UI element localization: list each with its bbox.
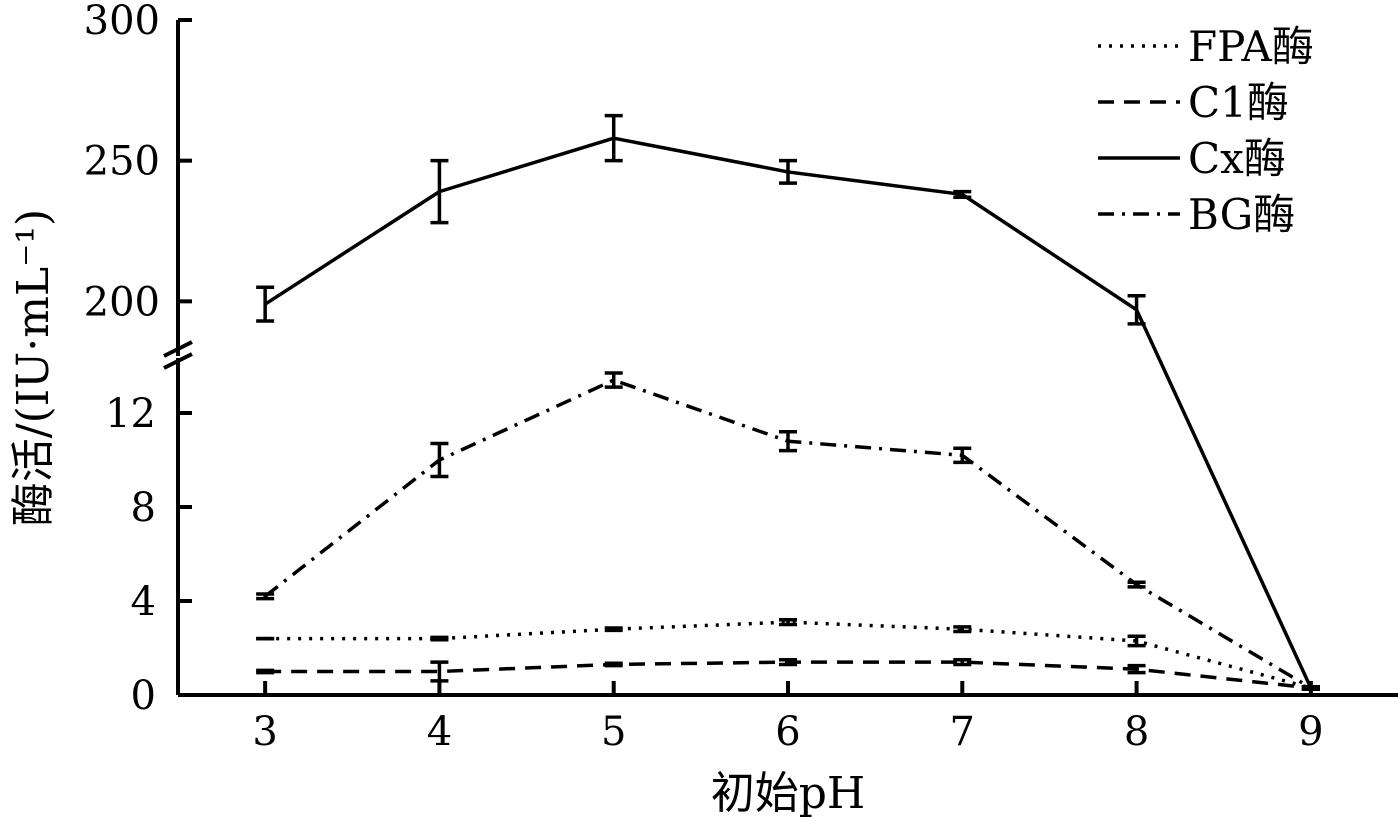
legend-label: BG酶 [1188,190,1295,239]
legend-label: C1酶 [1188,78,1289,127]
y-tick-label: 300 [84,0,160,44]
data-series [256,113,1320,691]
legend-label: Cx酶 [1188,134,1286,183]
y-tick-label: 8 [131,485,156,531]
series-line [264,378,1312,690]
legend-item: BG酶 [1098,190,1295,239]
y-axis-title: 酶活/(IU·mL⁻¹) [8,209,59,526]
x-tick-label: 3 [252,709,277,755]
y-tick-label: 12 [105,391,156,437]
legend-item: Cx酶 [1098,134,1286,183]
legend-label: FPA酶 [1188,22,1314,71]
series-dashed [256,658,1320,691]
y-tick-label: 4 [131,579,156,625]
tick-labels: 0 4 8 12 200 250 300 3 4 5 6 7 8 9 [84,0,1324,755]
x-tick-label: 9 [1298,709,1323,755]
series-dashdot [256,371,1320,691]
x-tick-label: 7 [950,709,975,755]
legend: FPA酶 C1酶 Cx酶 BG酶 [1098,22,1314,239]
x-tick-label: 6 [775,709,800,755]
x-tick-label: 8 [1124,709,1149,755]
series-solid [256,113,1320,691]
legend-item: C1酶 [1098,78,1289,127]
y-tick-label: 250 [84,139,160,185]
series-dotted [256,618,1320,691]
legend-item: FPA酶 [1098,22,1314,71]
x-tick-label: 5 [601,709,626,755]
y-tick-label: 0 [131,673,156,719]
axis-break-mark [163,352,193,370]
x-tick-label: 4 [427,709,452,755]
series-line [264,136,1313,689]
axes [163,18,1398,697]
series-line [265,620,1312,690]
y-tick-label: 200 [84,279,160,325]
axis-break-mark [163,340,193,358]
x-axis-title: 初始pH [711,768,866,819]
